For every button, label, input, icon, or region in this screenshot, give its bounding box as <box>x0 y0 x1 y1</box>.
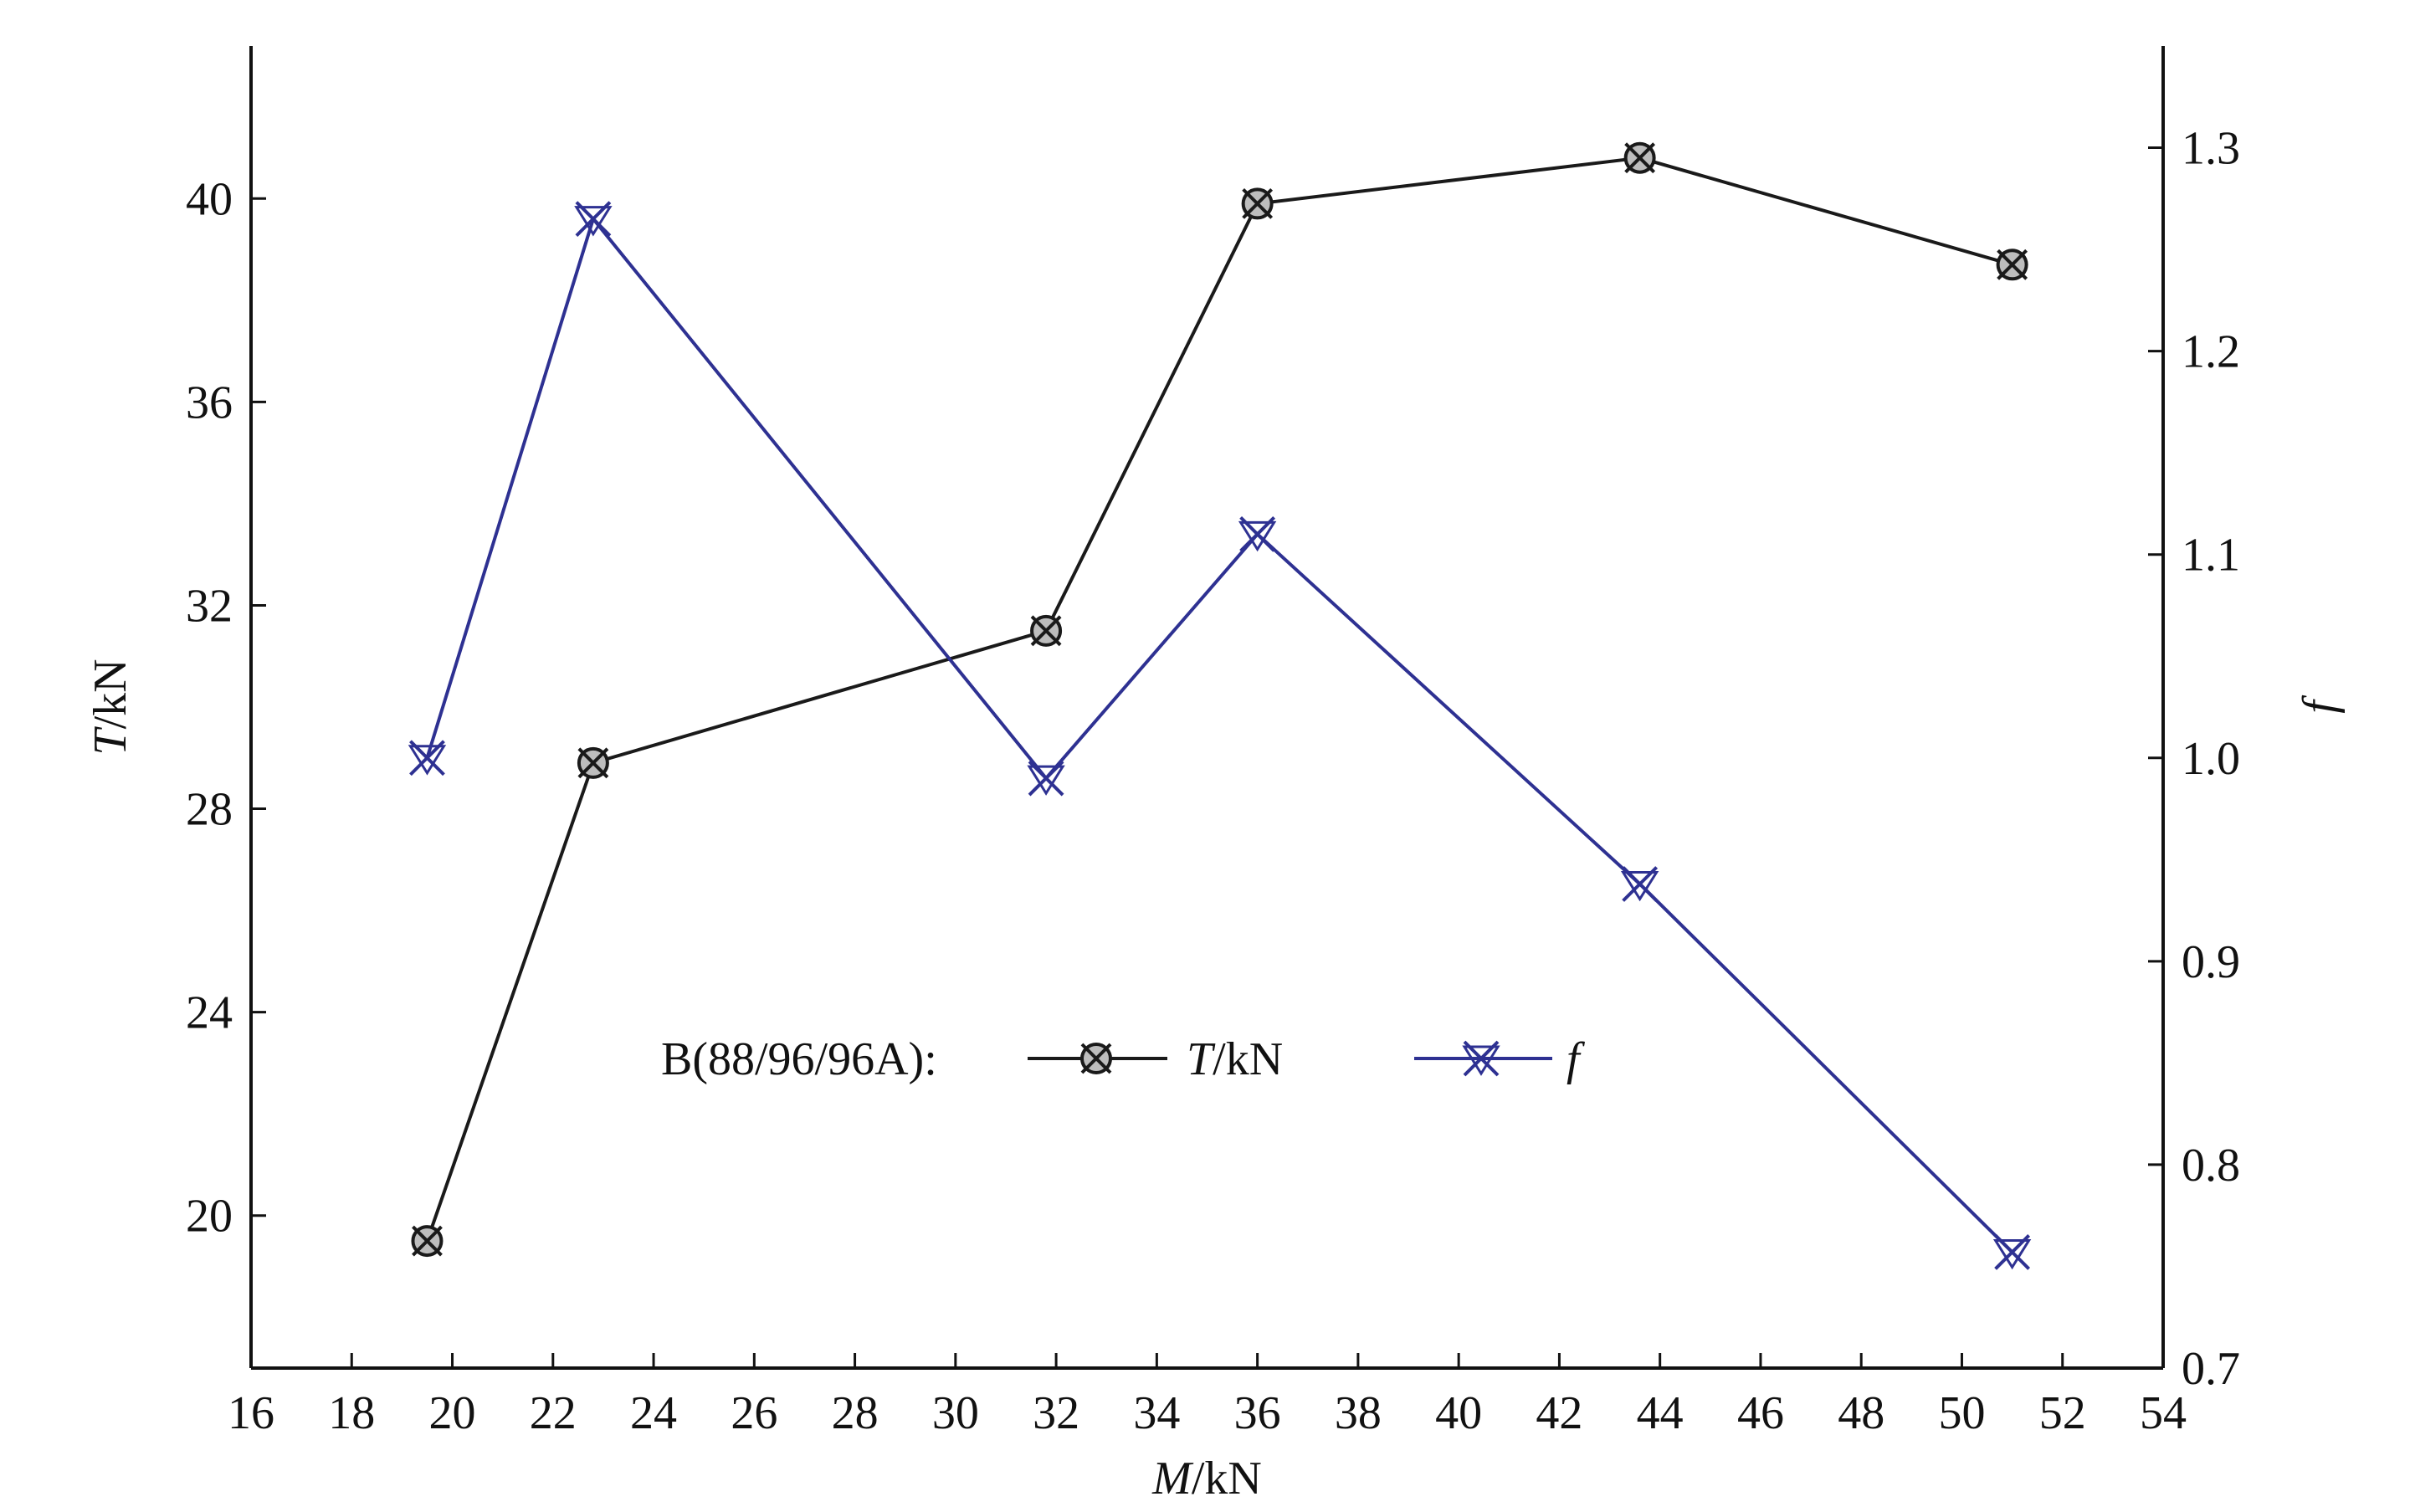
x-tick-label: 30 <box>932 1387 979 1439</box>
legend-marker-2 <box>1462 1040 1500 1077</box>
y2-axis-title: f <box>2294 694 2346 714</box>
x-tick-label: 46 <box>1737 1387 1784 1439</box>
y2-tick-label: 0.7 <box>2182 1343 2240 1395</box>
legend-label-2: f <box>1566 1033 1586 1085</box>
legend-prefix: B(88/96/96A): <box>661 1033 937 1085</box>
y2-tick-label: 0.9 <box>2182 936 2240 988</box>
y-axis-title: T/kN <box>85 659 136 755</box>
x-tick-label: 28 <box>832 1387 879 1439</box>
y-tick-label: 32 <box>186 580 233 632</box>
x-tick-label: 16 <box>228 1387 274 1439</box>
y-tick-label: 36 <box>186 377 233 428</box>
legend-label-1: T/kN <box>1187 1033 1283 1085</box>
x-tick-label: 18 <box>328 1387 375 1439</box>
data-point <box>411 1225 444 1258</box>
series <box>408 141 2032 1270</box>
x-tick-label: 48 <box>1838 1387 1884 1439</box>
x-tick-label: 54 <box>2140 1387 2187 1439</box>
data-point <box>1620 866 1659 902</box>
legend: B(88/96/96A): T/kN f <box>661 1033 1586 1085</box>
series-line-1 <box>425 156 2013 1242</box>
data-point <box>408 740 447 777</box>
y2-tick-label: 0.8 <box>2182 1140 2240 1192</box>
data-point <box>1030 614 1063 647</box>
data-point <box>577 746 609 779</box>
x-axis-title: M/kN <box>1151 1453 1262 1504</box>
x-tick-label: 50 <box>1938 1387 1985 1439</box>
x-tick-label: 34 <box>1133 1387 1180 1439</box>
x-tick-label: 24 <box>630 1387 677 1439</box>
y-tick-label: 28 <box>186 784 233 836</box>
y2-tick-label: 1.0 <box>2182 733 2240 785</box>
data-point <box>1027 760 1065 797</box>
y2-tick-label: 1.2 <box>2182 326 2240 378</box>
x-tick-label: 20 <box>429 1387 476 1439</box>
data-point <box>574 201 613 238</box>
y-tick-label: 40 <box>186 173 233 225</box>
x-tick-label: 40 <box>1435 1387 1482 1439</box>
data-point <box>1241 187 1274 220</box>
x-tick-label: 26 <box>731 1387 777 1439</box>
y-tick-label: 24 <box>186 987 233 1039</box>
x-tick-label: 42 <box>1536 1387 1582 1439</box>
legend-marker-1 <box>1080 1043 1112 1074</box>
x-tick-label: 36 <box>1234 1387 1281 1439</box>
y2-tick-label: 1.3 <box>2182 123 2240 175</box>
series-line-2 <box>425 217 2014 1253</box>
x-tick-label: 44 <box>1637 1387 1684 1439</box>
y-tick-label: 20 <box>186 1191 233 1243</box>
data-point <box>1623 141 1656 174</box>
x-tick-label: 38 <box>1335 1387 1382 1439</box>
axes: 16 18 20 22 24 26 28 30 32 34 36 38 40 42 44 46 48 50 52 54… <box>85 46 2346 1504</box>
x-tick-label: 22 <box>530 1387 577 1439</box>
data-point <box>1996 249 2028 281</box>
data-point <box>1238 515 1277 552</box>
x-tick-label: 52 <box>2039 1387 2086 1439</box>
x-tick-label: 32 <box>1033 1387 1079 1439</box>
data-point <box>1992 1234 2032 1270</box>
y2-tick-label: 1.1 <box>2182 530 2240 582</box>
